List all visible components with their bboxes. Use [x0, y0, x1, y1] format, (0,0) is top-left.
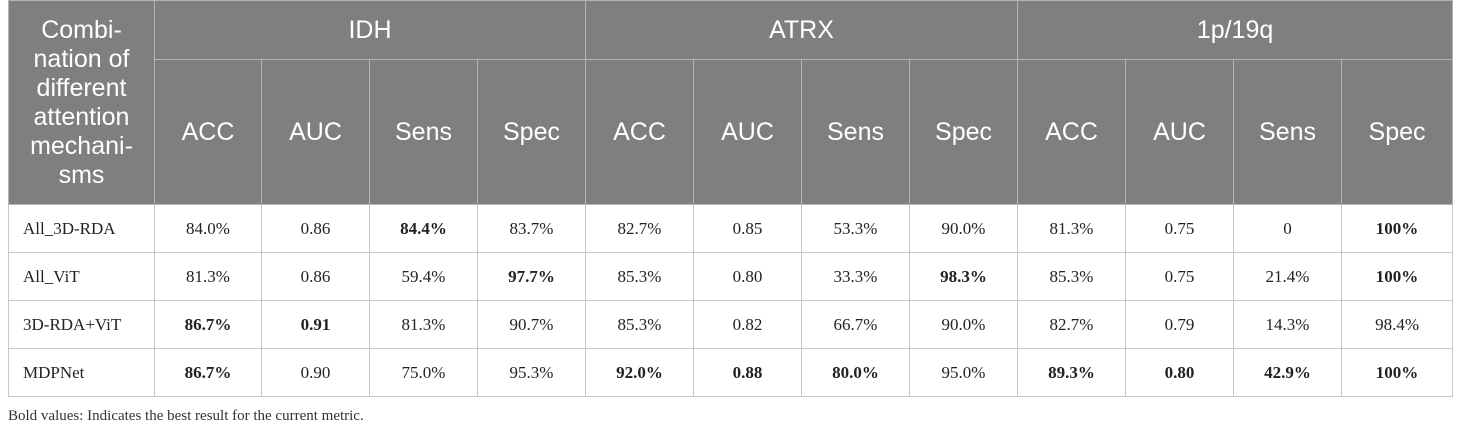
group-header-1p19q: 1p/19q	[1017, 0, 1454, 60]
table-cell: 0.85	[693, 204, 802, 253]
table-row: All_ViT 81.3% 0.86 59.4% 97.7% 85.3% 0.80 33.3%…	[8, 252, 1454, 301]
table-cell: 98.4%	[1341, 300, 1454, 349]
metric-header: Sens	[801, 59, 910, 205]
metric-header: ACC	[154, 59, 262, 205]
group-header-atrx: ATRX	[584, 0, 1019, 60]
table-cell: 14.3%	[1233, 300, 1343, 349]
table-row: All_3D-RDA 84.0% 0.86 84.4% 83.7% 82.7% 0.85 53…	[8, 204, 1454, 253]
table-row: MDPNet 86.7% 0.90 75.0% 95.3% 92.0% 0.88 80.0% 9…	[8, 348, 1454, 397]
metric-header-row: ACC AUC Sens Spec ACC AUC Sens Spec ACC …	[9, 59, 1454, 205]
table-cell: 80.0%	[801, 348, 910, 397]
table-cell: 95.0%	[908, 348, 1019, 397]
table-cell: 90.7%	[477, 300, 586, 349]
table-cell: 33.3%	[801, 252, 910, 301]
table-cell: 0.91	[261, 300, 370, 349]
row-label: All_3D-RDA	[8, 204, 155, 253]
table-cell: 90.0%	[908, 204, 1019, 253]
metric-header: Sens	[1233, 59, 1343, 205]
metric-header: Spec	[477, 59, 586, 205]
table-cell: 59.4%	[369, 252, 478, 301]
table-cell: 95.3%	[477, 348, 586, 397]
table-cell: 0.82	[693, 300, 802, 349]
table-cell: 81.3%	[369, 300, 478, 349]
table-cell: 92.0%	[585, 348, 694, 397]
table-cell: 98.3%	[908, 252, 1019, 301]
table-cell: 75.0%	[369, 348, 478, 397]
table-cell: 83.7%	[477, 204, 586, 253]
table-cell: 0.75	[1125, 204, 1235, 253]
table-cell: 100%	[1341, 348, 1454, 397]
table-cell: 84.4%	[369, 204, 478, 253]
table-cell: 53.3%	[801, 204, 910, 253]
table-cell: 0.79	[1125, 300, 1235, 349]
metric-header: AUC	[261, 59, 370, 205]
metric-header: AUC	[693, 59, 802, 205]
table-cell: 21.4%	[1233, 252, 1343, 301]
results-table: Combi-nation of different attention mech…	[8, 0, 1454, 397]
table-cell: 85.3%	[585, 300, 694, 349]
table-cell: 100%	[1341, 204, 1454, 253]
table-cell: 0.75	[1125, 252, 1235, 301]
table-body: All_3D-RDA 84.0% 0.86 84.4% 83.7% 82.7% 0.85 53…	[8, 204, 1454, 397]
table-cell: 0.86	[261, 204, 370, 253]
row-label: All_ViT	[8, 252, 155, 301]
table-row: 3D-RDA+ViT 86.7% 0.91 81.3% 90.7% 85.3% 0.82 66…	[8, 300, 1454, 349]
metric-header: Spec	[1341, 59, 1454, 205]
table-cell: 0.90	[261, 348, 370, 397]
table-cell: 0	[1233, 204, 1343, 253]
metric-header: Spec	[908, 59, 1019, 205]
metric-header: AUC	[1125, 59, 1235, 205]
metric-header: Sens	[369, 59, 478, 205]
table-cell: 82.7%	[1017, 300, 1127, 349]
table-footnote: Bold values: Indicates the best result f…	[8, 408, 364, 424]
table-cell: 85.3%	[1017, 252, 1127, 301]
table-cell: 0.86	[261, 252, 370, 301]
table-cell: 86.7%	[154, 348, 262, 397]
table-cell: 86.7%	[154, 300, 262, 349]
table-cell: 97.7%	[477, 252, 586, 301]
table-cell: 0.80	[1125, 348, 1235, 397]
table-cell: 66.7%	[801, 300, 910, 349]
table-cell: 0.80	[693, 252, 802, 301]
table-cell: 82.7%	[585, 204, 694, 253]
group-header-row: Combi-nation of different attention mech…	[8, 0, 1454, 205]
table-cell: 84.0%	[154, 204, 262, 253]
group-header-idh: IDH	[154, 0, 586, 60]
table-cell: 0.88	[693, 348, 802, 397]
stub-header: Combi-nation of different attention mech…	[8, 0, 155, 205]
metric-header: ACC	[585, 59, 694, 205]
row-label: 3D-RDA+ViT	[8, 300, 155, 349]
table-cell: 81.3%	[154, 252, 262, 301]
table-cell: 42.9%	[1233, 348, 1343, 397]
table-cell: 90.0%	[908, 300, 1019, 349]
row-label: MDPNet	[8, 348, 155, 397]
table-cell: 85.3%	[585, 252, 694, 301]
metric-header: ACC	[1017, 59, 1127, 205]
table-cell: 100%	[1341, 252, 1454, 301]
table-cell: 81.3%	[1017, 204, 1127, 253]
table-cell: 89.3%	[1017, 348, 1127, 397]
